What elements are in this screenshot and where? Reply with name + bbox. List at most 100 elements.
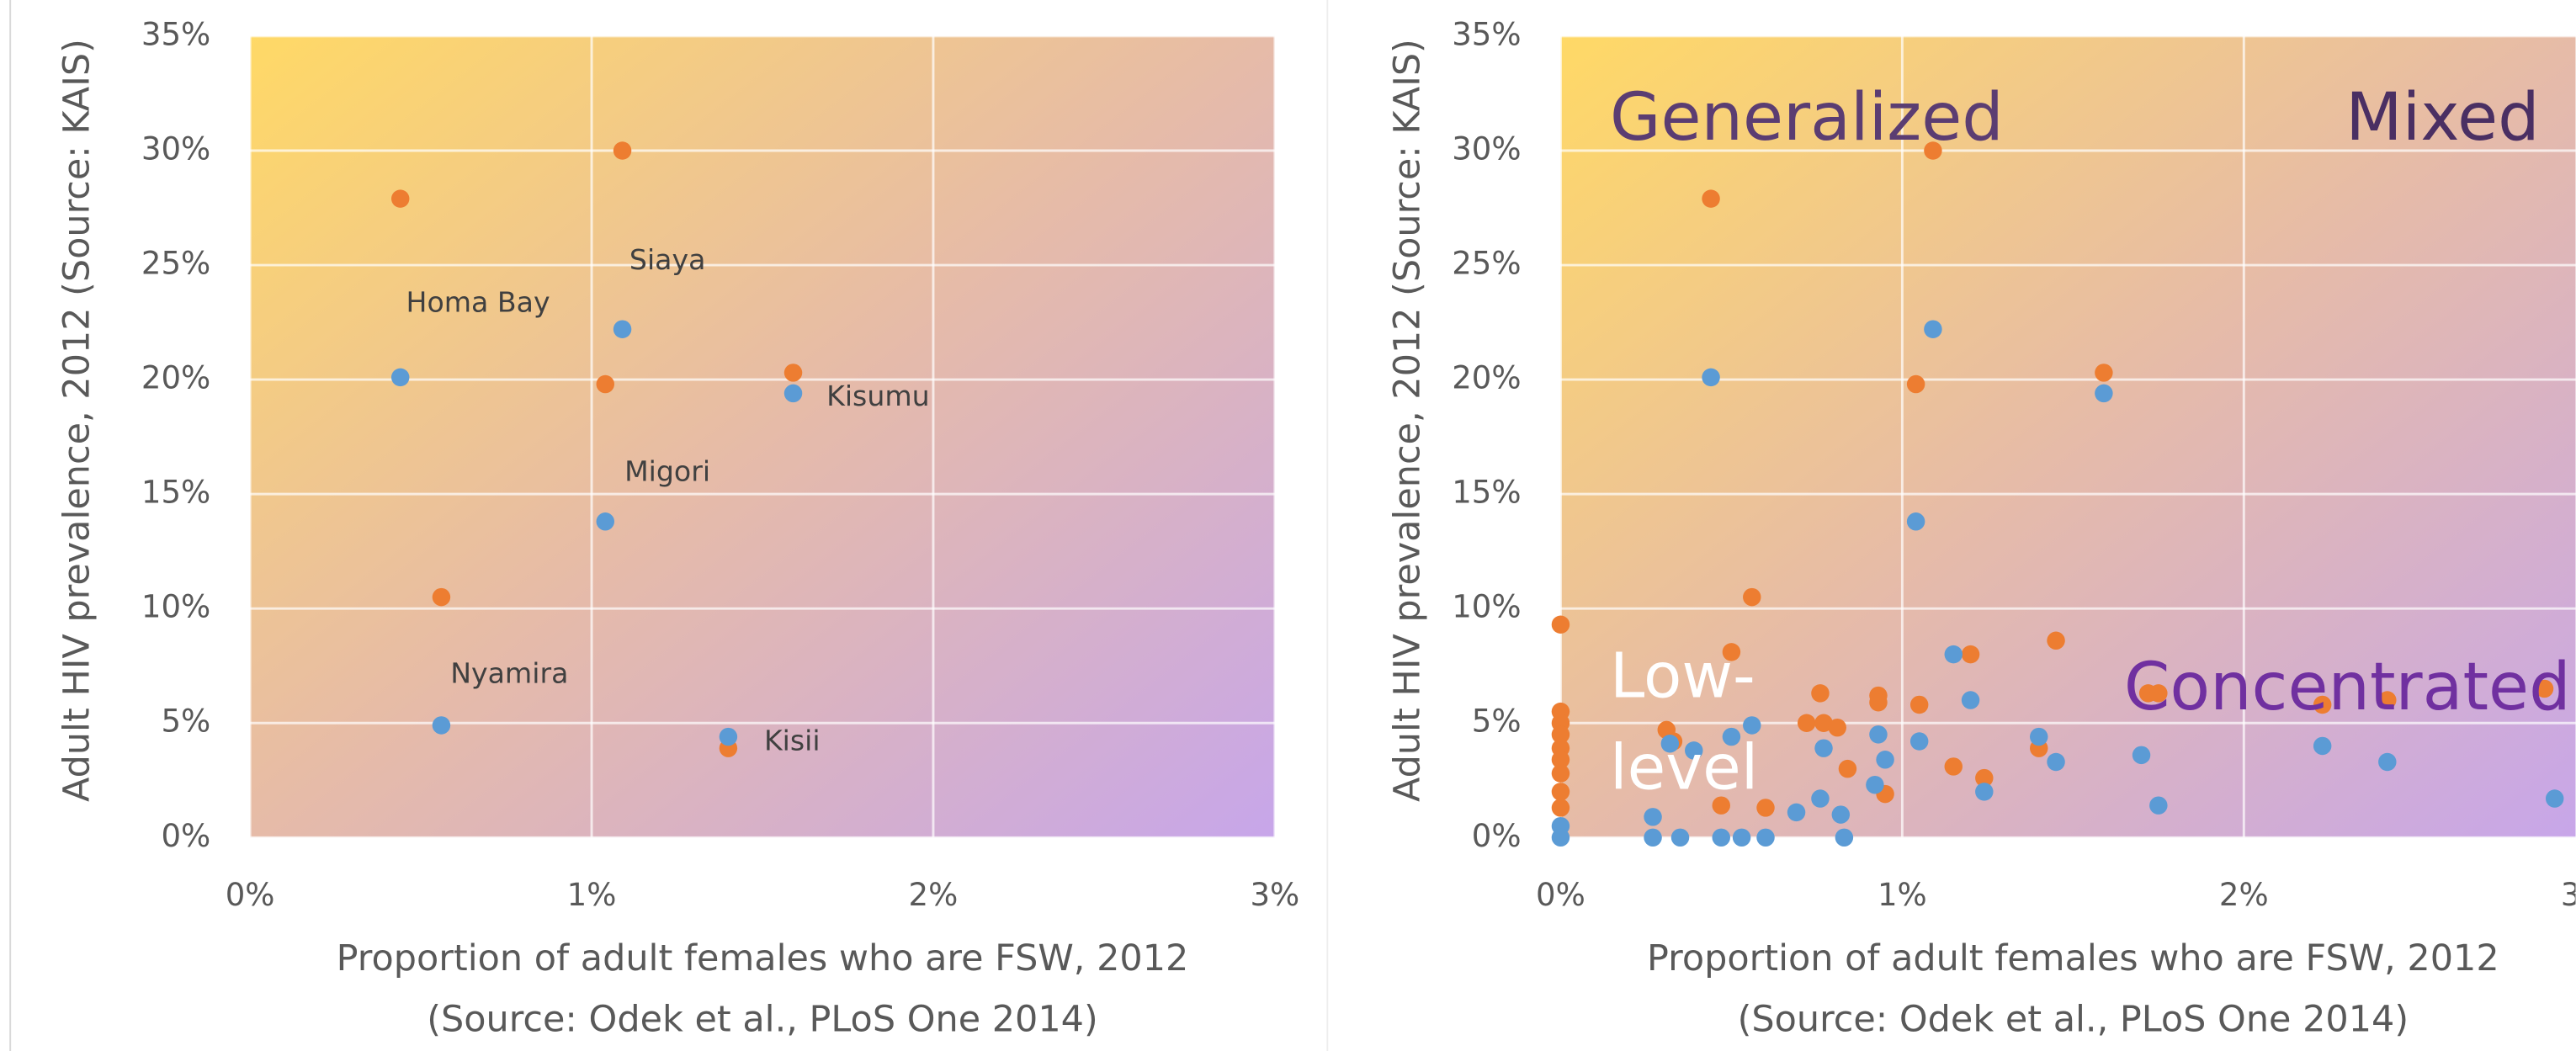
data-point — [613, 320, 632, 338]
data-point — [1551, 615, 1570, 634]
data-point — [2132, 746, 2151, 765]
y-tick-label: 0% — [1472, 818, 1522, 854]
data-point — [1743, 587, 1761, 607]
data-point — [1866, 775, 1884, 794]
x-axis-title: Proportion of adult females who are FSW,… — [1647, 937, 2499, 979]
data-point — [1869, 693, 1888, 712]
data-point — [2378, 691, 2397, 709]
data-point — [1835, 828, 1854, 847]
data-point — [1670, 828, 1690, 847]
x-tick-label: 0% — [1536, 877, 1585, 913]
data-point — [1722, 727, 1741, 746]
plot-area — [250, 35, 1275, 838]
data-point — [783, 364, 803, 382]
annotation: Concentrated — [2124, 650, 2571, 725]
data-point — [2149, 796, 2168, 815]
annotation: level — [1610, 732, 1758, 804]
data-point — [1906, 512, 1925, 531]
data-point — [1944, 645, 1963, 664]
y-tick-label: 20% — [141, 360, 210, 396]
data-point — [2095, 384, 2113, 403]
annotation: Homa Bay — [406, 286, 550, 319]
y-tick-label: 5% — [1472, 703, 1522, 740]
data-point — [1702, 189, 1720, 208]
x-tick-label: 1% — [567, 877, 617, 913]
data-point — [1869, 725, 1888, 744]
data-point — [1909, 695, 1929, 714]
annotation: Siaya — [629, 243, 706, 276]
data-point — [1975, 768, 1994, 788]
y-axis-title: Adult HIV prevalence, 2012 (Source: KAIS… — [56, 39, 98, 802]
data-point — [432, 716, 451, 735]
charts: 0% 5% 10% 15% 20% 25% 30% 35% 0% 1% 2% 3% Proportion… — [56, 16, 2576, 1040]
data-point — [1924, 320, 1942, 338]
y-tick-label: 25% — [141, 246, 210, 282]
y-tick-label: 25% — [1452, 246, 1521, 282]
data-point — [1743, 716, 1761, 735]
data-point — [719, 727, 738, 746]
x-tick-label: 2% — [909, 877, 959, 913]
data-point — [1685, 741, 1703, 760]
data-point — [2535, 679, 2554, 698]
data-point — [2149, 684, 2168, 703]
data-point — [1838, 759, 1857, 778]
y-tick-label: 15% — [141, 475, 210, 511]
y-tick-label: 30% — [141, 130, 210, 167]
data-point — [1909, 732, 1929, 751]
y-tick-label: 35% — [141, 16, 210, 52]
data-point — [1551, 799, 1570, 817]
plot-area — [1560, 35, 2576, 838]
y-tick-label: 5% — [161, 703, 210, 740]
data-point — [1975, 783, 1994, 801]
x-tick-label: 1% — [1878, 877, 1927, 913]
data-point — [1924, 141, 1942, 160]
x-tick-label: 3% — [2561, 877, 2576, 913]
data-point — [432, 587, 451, 607]
data-point — [1756, 799, 1775, 817]
data-point — [390, 189, 410, 208]
x-tick-label: 3% — [1250, 877, 1299, 913]
annotation: Nyamira — [450, 657, 568, 690]
data-point — [1787, 803, 1806, 822]
data-point — [2313, 736, 2332, 756]
data-point — [1644, 828, 1662, 847]
y-tick-label: 35% — [1452, 16, 1521, 52]
annotation: Mixed — [2345, 80, 2539, 156]
data-point — [1814, 714, 1833, 732]
data-point — [1944, 757, 1963, 776]
data-point — [1712, 828, 1730, 847]
data-point — [1811, 789, 1830, 808]
data-point — [1722, 643, 1741, 661]
annotation: Kisumu — [826, 380, 930, 412]
data-point — [1712, 796, 1730, 815]
chart-panel: 0% 5% 10% 15% 20% 25% 30% 35% 0% 1% 2% 3% Proportion… — [1386, 16, 2576, 1040]
data-point — [1814, 739, 1833, 757]
data-point — [1551, 725, 1570, 744]
chart-panel: 0% 5% 10% 15% 20% 25% 30% 35% 0% 1% 2% 3% Proportion… — [56, 16, 1300, 1040]
data-point — [2095, 364, 2113, 382]
y-tick-label: 15% — [1452, 475, 1521, 511]
data-point — [1876, 751, 1894, 769]
data-point — [1551, 751, 1570, 769]
data-point — [1756, 828, 1775, 847]
data-point — [1551, 828, 1570, 847]
y-tick-label: 20% — [1452, 360, 1521, 396]
annotation: Kisii — [764, 725, 821, 757]
data-point — [1644, 808, 1662, 826]
x-tick-label: 0% — [226, 877, 275, 913]
annotation: Migori — [624, 455, 710, 488]
data-point — [1831, 805, 1851, 824]
data-point — [613, 141, 632, 160]
data-point — [1551, 783, 1570, 801]
y-tick-label: 30% — [1452, 130, 1521, 167]
x-axis-title: (Source: Odek et al., PLoS One 2014) — [1738, 998, 2409, 1040]
data-point — [1811, 684, 1830, 703]
data-point — [1797, 714, 1816, 732]
y-tick-label: 0% — [161, 818, 210, 854]
data-point — [1961, 645, 1980, 664]
data-point — [1551, 764, 1570, 783]
data-point — [1961, 691, 1980, 709]
x-tick-label: 2% — [2219, 877, 2269, 913]
